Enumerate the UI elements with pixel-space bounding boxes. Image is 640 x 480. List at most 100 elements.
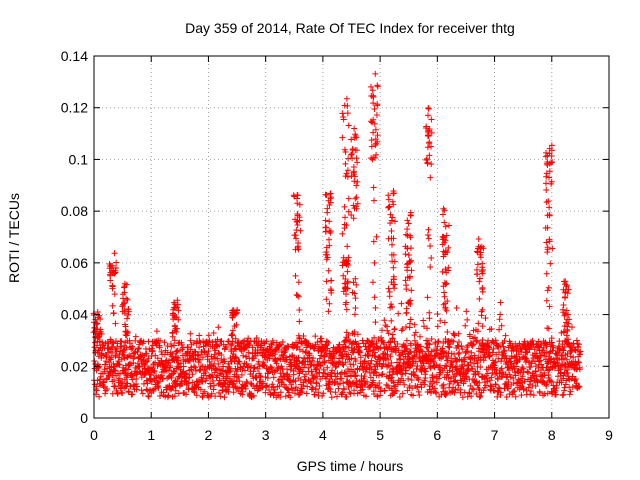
x-tick-label: 8 bbox=[548, 427, 556, 443]
data-point bbox=[171, 314, 178, 321]
data-point bbox=[205, 332, 212, 339]
data-point bbox=[461, 358, 468, 365]
data-point bbox=[113, 259, 120, 266]
data-point bbox=[352, 195, 359, 202]
data-point bbox=[479, 260, 486, 267]
data-point bbox=[103, 353, 110, 360]
data-point bbox=[260, 361, 267, 368]
data-point bbox=[488, 326, 495, 333]
data-point bbox=[348, 383, 355, 390]
data-point bbox=[179, 381, 186, 388]
axis-ticks: 0 1 2 3 4 5 6 7 8 9 0 0.02 0.04 0.06 0.08 0.1 0.12 0.14 bbox=[61, 48, 613, 443]
data-point bbox=[475, 385, 482, 392]
data-point bbox=[166, 357, 173, 364]
data-point bbox=[479, 286, 486, 293]
data-point bbox=[482, 354, 489, 361]
data-point bbox=[147, 387, 154, 394]
data-point bbox=[567, 388, 574, 395]
data-point bbox=[339, 262, 346, 269]
data-point bbox=[563, 356, 570, 363]
data-point bbox=[494, 376, 501, 383]
data-point bbox=[171, 342, 178, 349]
data-point bbox=[325, 339, 332, 346]
data-point bbox=[312, 386, 319, 393]
data-point bbox=[498, 358, 505, 365]
data-point bbox=[379, 370, 386, 377]
data-point bbox=[122, 328, 129, 335]
data-point bbox=[234, 373, 241, 380]
data-point bbox=[396, 352, 403, 359]
data-point bbox=[94, 334, 101, 341]
data-point bbox=[162, 393, 169, 400]
data-point bbox=[123, 328, 130, 335]
data-point bbox=[558, 379, 565, 386]
y-tick-label: 0.04 bbox=[61, 307, 88, 323]
data-point bbox=[440, 283, 447, 290]
data-point bbox=[545, 198, 552, 205]
data-point bbox=[350, 169, 357, 176]
data-point bbox=[202, 368, 209, 375]
data-point bbox=[388, 317, 395, 324]
data-point bbox=[309, 384, 316, 391]
data-point bbox=[548, 379, 555, 386]
data-point bbox=[95, 314, 102, 321]
data-point bbox=[348, 172, 355, 179]
data-point bbox=[482, 315, 489, 322]
data-point bbox=[385, 204, 392, 211]
data-point bbox=[386, 293, 393, 300]
data-point bbox=[422, 125, 429, 132]
data-point bbox=[435, 351, 442, 358]
data-point bbox=[332, 389, 339, 396]
data-point bbox=[368, 137, 375, 144]
data-point bbox=[575, 341, 582, 348]
data-point bbox=[275, 377, 282, 384]
data-point bbox=[299, 368, 306, 375]
data-point bbox=[352, 295, 359, 302]
data-point bbox=[206, 337, 213, 344]
data-point bbox=[529, 337, 536, 344]
data-point bbox=[97, 326, 104, 333]
data-point bbox=[372, 136, 379, 143]
data-point bbox=[173, 328, 180, 335]
data-point bbox=[390, 264, 397, 271]
data-point bbox=[241, 367, 248, 374]
data-point bbox=[399, 325, 406, 332]
data-point bbox=[326, 300, 333, 307]
data-point bbox=[345, 351, 352, 358]
data-point bbox=[442, 362, 449, 369]
data-point bbox=[376, 379, 383, 386]
data-point bbox=[171, 304, 178, 311]
data-point bbox=[168, 386, 175, 393]
data-point bbox=[303, 390, 310, 397]
data-point bbox=[296, 346, 303, 353]
data-point bbox=[319, 392, 326, 399]
data-point bbox=[350, 279, 357, 286]
data-point bbox=[124, 380, 131, 387]
data-point bbox=[469, 365, 476, 372]
data-point bbox=[175, 390, 182, 397]
data-point bbox=[321, 359, 328, 366]
data-point bbox=[277, 389, 284, 396]
data-point bbox=[377, 388, 384, 395]
data-point bbox=[427, 263, 434, 270]
data-point bbox=[406, 258, 413, 265]
data-point bbox=[462, 322, 469, 329]
data-point bbox=[240, 352, 247, 359]
data-point bbox=[424, 232, 431, 239]
data-point bbox=[502, 332, 509, 339]
data-point bbox=[296, 201, 303, 208]
data-point bbox=[464, 348, 471, 355]
data-point bbox=[133, 386, 140, 393]
data-point bbox=[367, 347, 374, 354]
data-point bbox=[326, 218, 333, 225]
data-point bbox=[505, 378, 512, 385]
data-point bbox=[294, 195, 301, 202]
data-point bbox=[118, 343, 125, 350]
data-point bbox=[96, 376, 103, 383]
data-point bbox=[519, 373, 526, 380]
data-point bbox=[410, 392, 417, 399]
data-point bbox=[263, 383, 270, 390]
data-point bbox=[253, 374, 260, 381]
data-point bbox=[296, 335, 303, 342]
